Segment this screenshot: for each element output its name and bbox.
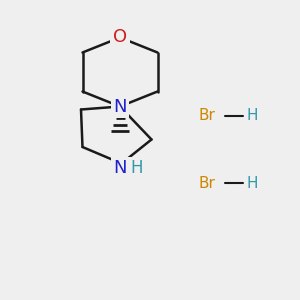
Text: H: H <box>246 176 258 190</box>
Text: H: H <box>246 108 258 123</box>
Text: Br: Br <box>199 108 215 123</box>
Text: N: N <box>113 98 127 116</box>
Text: H: H <box>130 159 143 177</box>
Text: N: N <box>113 159 127 177</box>
Text: O: O <box>113 28 127 46</box>
Text: Br: Br <box>199 176 215 190</box>
